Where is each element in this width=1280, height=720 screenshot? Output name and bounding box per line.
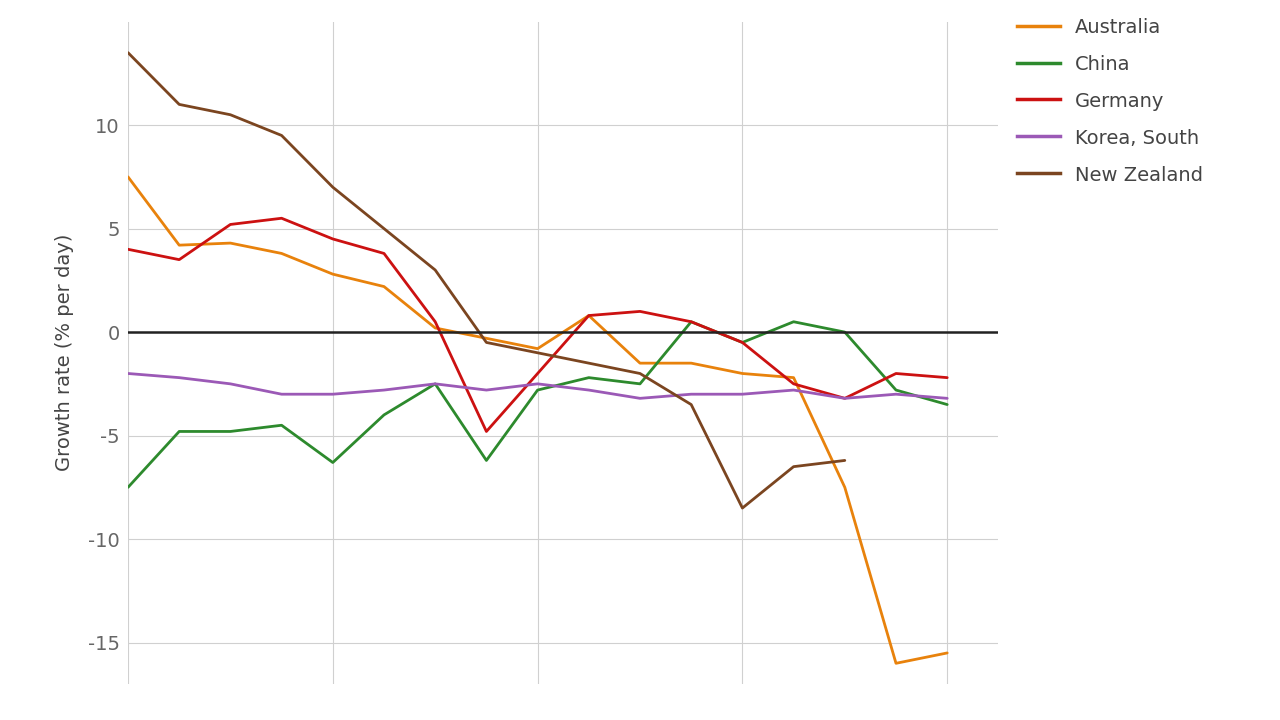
- Y-axis label: Growth rate (% per day): Growth rate (% per day): [55, 234, 74, 472]
- Legend: Australia, China, Germany, Korea, South, New Zealand: Australia, China, Germany, Korea, South,…: [1016, 18, 1203, 185]
